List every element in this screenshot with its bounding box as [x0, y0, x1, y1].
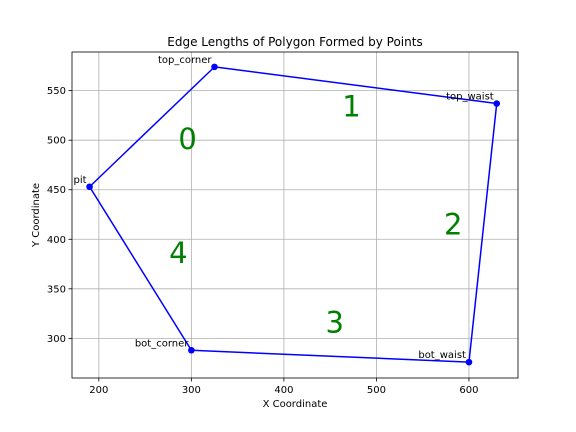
edge-index-labels: 0 1 2 3 4	[169, 89, 462, 339]
plot-area-frame	[71, 51, 519, 379]
y-tick-label: 550	[47, 86, 66, 97]
y-axis-label: Y Coordinate	[31, 183, 42, 248]
x-axis-ticks: 200 300 400 500 600	[89, 378, 479, 396]
y-tick-label: 500	[47, 136, 66, 147]
vertex-label: bot_corner	[135, 338, 189, 349]
vertex-point	[211, 63, 218, 71]
vertex-point	[465, 358, 473, 366]
grid-lines	[72, 52, 518, 378]
x-tick-label: 500	[367, 385, 386, 396]
vertex-label: pit	[74, 175, 87, 186]
polygon-edges	[88, 66, 498, 363]
x-axis-label: X Coordinate	[263, 399, 328, 410]
polygon-edge	[191, 349, 469, 363]
x-tick-label: 400	[274, 385, 293, 396]
polygon-edge	[89, 66, 216, 188]
edge-index-label: 4	[169, 236, 187, 270]
x-tick-label: 200	[89, 385, 108, 396]
polygon-edge	[88, 186, 193, 351]
vertex-point	[86, 183, 93, 191]
vertex-labels: pit top_corner top_waist bot_waist bot_corne…	[74, 55, 494, 361]
polygon-edge	[468, 103, 498, 363]
vertex-label: bot_waist	[418, 350, 466, 361]
y-tick-label: 300	[47, 334, 66, 345]
vertex-point	[493, 100, 501, 107]
vertex-point	[188, 346, 195, 354]
vertex-label: top_corner	[158, 55, 212, 66]
edge-index-label: 1	[342, 89, 360, 123]
y-tick-label: 400	[47, 235, 66, 246]
edge-index-label: 2	[444, 207, 462, 241]
polygon-vertices	[86, 63, 501, 366]
chart-title: Edge Lengths of Polygon Formed by Points	[167, 35, 422, 49]
edge-index-label: 0	[178, 122, 196, 156]
y-axis-ticks: 300 350 400 450 500 550	[47, 86, 72, 345]
x-tick-label: 300	[182, 385, 201, 396]
polygon-edge	[214, 66, 497, 105]
y-tick-label: 350	[47, 284, 66, 295]
vertex-label: top_waist	[446, 92, 494, 103]
y-tick-label: 450	[47, 185, 66, 196]
x-tick-label: 600	[459, 385, 478, 396]
edge-index-label: 3	[326, 306, 344, 340]
